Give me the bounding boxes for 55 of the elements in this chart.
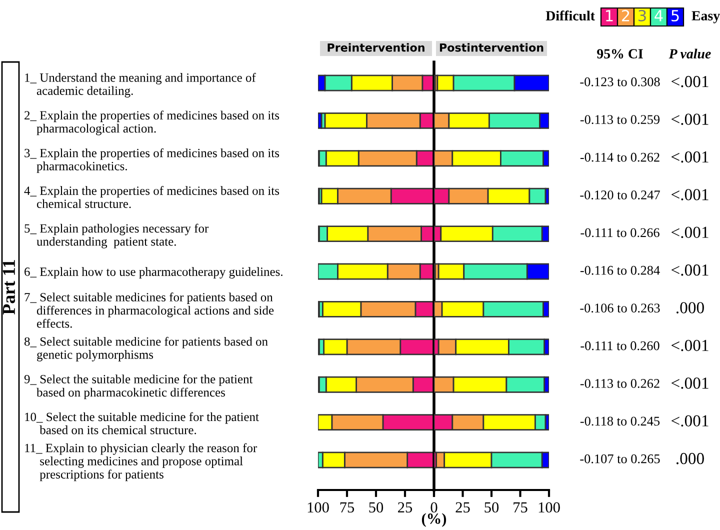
text: P value (668, 48, 711, 59)
text: -0.113 to 0.259 (580, 115, 660, 124)
x-tick-label: 75 (514, 502, 528, 513)
text: -0.123 to 0.308 (580, 77, 660, 86)
text: 1 (606, 10, 613, 22)
text: <.001 (672, 264, 708, 276)
y-tick-label: 8_ Select suitable medicine for patients based on genetic polymorphisms (24, 336, 268, 362)
text: .000 (676, 302, 704, 314)
x-tick-label: 50 (369, 502, 384, 513)
text: 4 (654, 10, 663, 22)
y-tick-label: 9_ Select the suitable medicine for the patient based on pharmacokinetic differences (24, 374, 253, 400)
text: <.001 (672, 378, 708, 389)
text: -0.106 to 0.263 (580, 304, 660, 313)
y-tick-label: 1_ Understand the meaning and importance of academic detailing. (25, 72, 256, 98)
text: -0.114 to 0.262 (580, 152, 660, 162)
x-tick-label: 75 (340, 502, 354, 513)
y-tick-label: 7_ Select suitable medicines for patients based on differences in pharmacological actions and side effects. (24, 292, 274, 328)
y-tick-label: 6_ Explain how to use pharmacotherapy guidelines. (24, 267, 282, 279)
chart-title: Postintervention (440, 43, 544, 52)
text: <.001 (672, 189, 708, 200)
x-tick-label: 25 (398, 502, 412, 513)
text: -0.120 to 0.247 (580, 190, 660, 200)
text: <.001 (672, 340, 708, 352)
text: -0.113 to 0.262 (580, 379, 660, 388)
text: <.001 (672, 226, 708, 238)
y-axis-title: Part 11 (2, 260, 16, 315)
y-tick-label: 10_ Select the suitable medicine for the patient based on its chemical structure. (25, 412, 259, 434)
text: Difficult (546, 10, 595, 21)
text: <.001 (672, 76, 708, 88)
text: 5 (672, 10, 679, 22)
text: -0.107 to 0.265 (580, 454, 660, 464)
text: <.001 (672, 114, 708, 125)
text: Easy (692, 11, 720, 24)
text: 2 (622, 10, 630, 22)
text: 3 (638, 10, 646, 22)
text: -0.111 to 0.266 (580, 228, 660, 238)
text: .000 (676, 452, 704, 464)
y-tick-label: 3_ Explain the properties of medicines based on its pharmacokinetics. (24, 148, 280, 173)
x-tick-label: 25 (456, 502, 470, 513)
text: 95% CI (597, 49, 643, 59)
text: <.001 (672, 151, 708, 163)
x-tick-label: 0 (430, 502, 438, 513)
chart-title: Preintervention (328, 43, 424, 52)
y-tick-label: 2_ Explain the properties of medicines based on its pharmacological action. (24, 110, 280, 136)
x-tick-label: 100 (308, 502, 329, 513)
x-tick-label: 50 (484, 502, 499, 513)
text: -0.116 to 0.284 (580, 266, 660, 275)
y-tick-label: 5_ Explain pathologies necessary for understanding patient state. (24, 224, 209, 248)
text: -0.111 to 0.260 (580, 341, 660, 350)
x-tick-label: 100 (538, 502, 560, 513)
y-tick-label: 4_ Explain the properties of medicines based on its chemical structure. (24, 186, 280, 208)
text: -0.118 to 0.245 (580, 416, 660, 426)
text: <.001 (672, 415, 708, 427)
x-axis-title: (%) (422, 513, 446, 527)
y-tick-label: 11_ Explain to physician clearly the reason for selecting medicines and propose optimal prescriptions for patients (25, 443, 258, 482)
